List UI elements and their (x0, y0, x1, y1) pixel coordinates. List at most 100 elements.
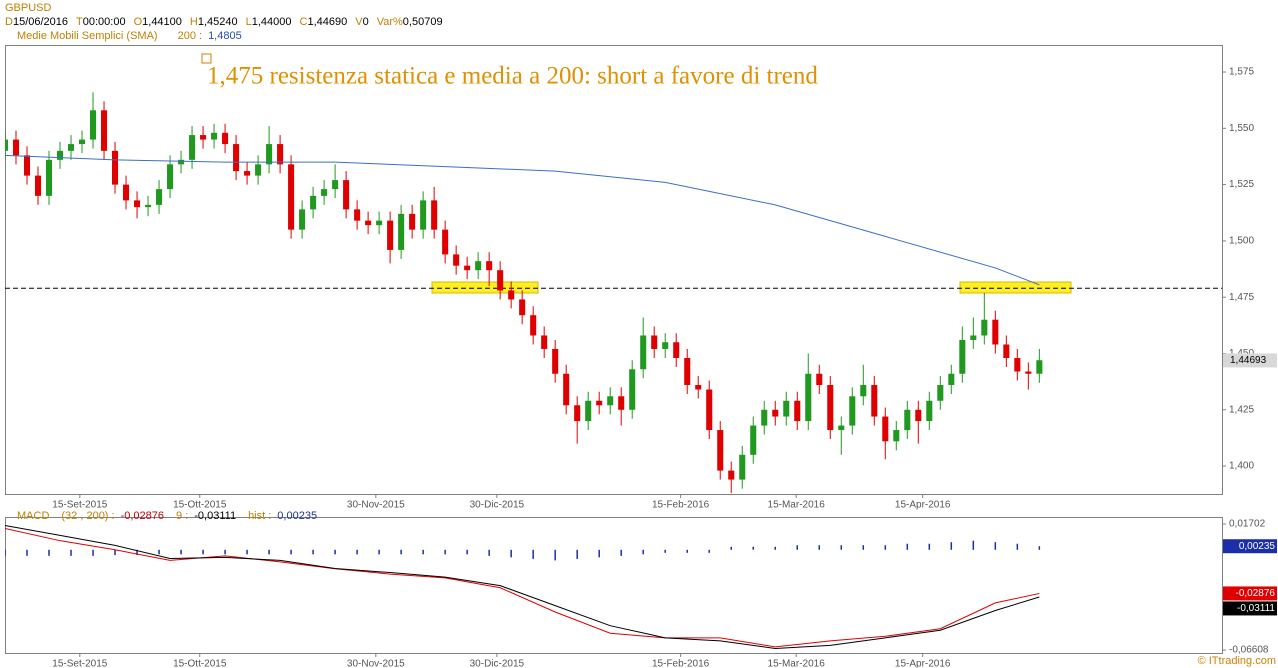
candle-body (23, 155, 31, 176)
x-tick-label: 30-Dic-2015 (470, 659, 525, 668)
candle-body (486, 261, 493, 271)
x-tick-label: 30-Nov-2015 (347, 500, 405, 511)
candle-body (431, 200, 438, 230)
annotation: 1,475 resistenza statica e media a 200: … (207, 63, 818, 90)
candle-body (1025, 371, 1032, 374)
candle-body (442, 229, 449, 255)
candle-body (783, 400, 790, 417)
sma-name: Medie Mobili Semplici (SMA) (17, 30, 158, 42)
candle-body (662, 342, 669, 349)
candle-body (497, 270, 504, 291)
candle-body (596, 400, 603, 406)
x-tick-label: 15-Set-2015 (52, 500, 107, 511)
candle-body (508, 290, 515, 300)
y-tick-label: 1,575 (1229, 67, 1254, 78)
legend-value: -0,02876 (121, 510, 164, 522)
x-tick-label: 30-Nov-2015 (347, 659, 405, 668)
candle-body (398, 213, 405, 250)
candle-body (772, 409, 779, 417)
candle-body (101, 110, 108, 151)
x-tick-label: 15-Ott-2015 (173, 500, 227, 511)
last-value-label: 0,00235 (1239, 541, 1276, 552)
sma-line (5, 154, 1040, 286)
candle-body (475, 261, 482, 271)
macd-panel (5, 517, 1223, 654)
candle-body (882, 416, 889, 442)
last-price-label: 1,44693 (1230, 355, 1267, 366)
candle-body (904, 409, 911, 431)
candle-body (761, 409, 768, 426)
candle-body (244, 171, 251, 176)
last-price-box (1223, 353, 1277, 368)
y-tick-label: 1,500 (1229, 236, 1254, 247)
candle-body (332, 180, 339, 190)
candle-body (838, 425, 845, 431)
candle-body (871, 385, 878, 417)
candle-body (805, 373, 812, 422)
info-key: H (190, 16, 198, 28)
candle-body (78, 139, 86, 145)
y-tick-label: 1,400 (1229, 461, 1254, 472)
candle-body (376, 220, 383, 226)
candle-body (123, 184, 130, 201)
candle-body (420, 200, 427, 230)
candle-body (695, 385, 702, 390)
candle-body (552, 348, 559, 374)
candle-body (739, 454, 746, 480)
candle-body (816, 373, 823, 386)
candle-body (321, 189, 328, 196)
annotation-handle (201, 53, 212, 64)
candle-body (464, 265, 471, 271)
info-value: 00:00:00 (83, 16, 126, 28)
info-value: 1,44100 (142, 16, 182, 28)
candle-body (34, 175, 42, 196)
candle-body (310, 195, 317, 210)
candle-body (948, 373, 955, 386)
y-tick-label: 0,01702 (1229, 519, 1266, 530)
candle-body (541, 335, 548, 349)
candle-body (222, 132, 229, 145)
info-key: D (5, 16, 13, 28)
info-key: O (134, 16, 143, 28)
candle-body (167, 164, 174, 190)
symbol: GBPUSD (5, 2, 52, 14)
candle-body (156, 189, 163, 205)
candle-body (992, 319, 999, 345)
candle-body (134, 200, 141, 208)
candle-body (145, 204, 152, 208)
candle-body (409, 213, 416, 230)
candle-body (926, 400, 933, 422)
macd-title: MACD (17, 510, 49, 522)
candle-body (453, 254, 460, 266)
legend-name: 9 : (176, 510, 188, 522)
candle-body (90, 110, 97, 140)
info-line: D15/06/2016 T00:00:00 O1,44100 H1,45240 L1,4… (5, 16, 443, 28)
last-value-label: -0,03111 (1237, 603, 1275, 614)
legend-name: (32 , 200) : (61, 510, 114, 522)
candle-body (915, 409, 922, 422)
candle-body (959, 339, 966, 374)
candle-body (1003, 344, 1010, 358)
macd-plot (5, 525, 1041, 649)
candle-body (981, 319, 988, 336)
candle-body (860, 385, 867, 397)
info-value: 0 (363, 16, 369, 28)
candle-body (651, 335, 658, 349)
candle-body (893, 430, 900, 442)
candle-body (618, 396, 625, 410)
y-tick-label: -0,06608 (1229, 645, 1269, 656)
x-tick-label: 30-Dic-2015 (470, 500, 525, 511)
last-value-box (1223, 586, 1277, 601)
candle-body (56, 150, 64, 160)
y-tick-label: 1,475 (1229, 292, 1254, 303)
candle-body (12, 139, 20, 156)
candle-body (629, 369, 636, 410)
candle-body (970, 335, 977, 340)
candle-body (673, 342, 680, 358)
legend-value: 0,00235 (277, 510, 317, 522)
x-tick-label: 15-Feb-2016 (652, 659, 710, 668)
candle-body (178, 159, 185, 165)
x-tick-label: 15-Mar-2016 (768, 500, 826, 511)
candle-body (299, 209, 306, 230)
